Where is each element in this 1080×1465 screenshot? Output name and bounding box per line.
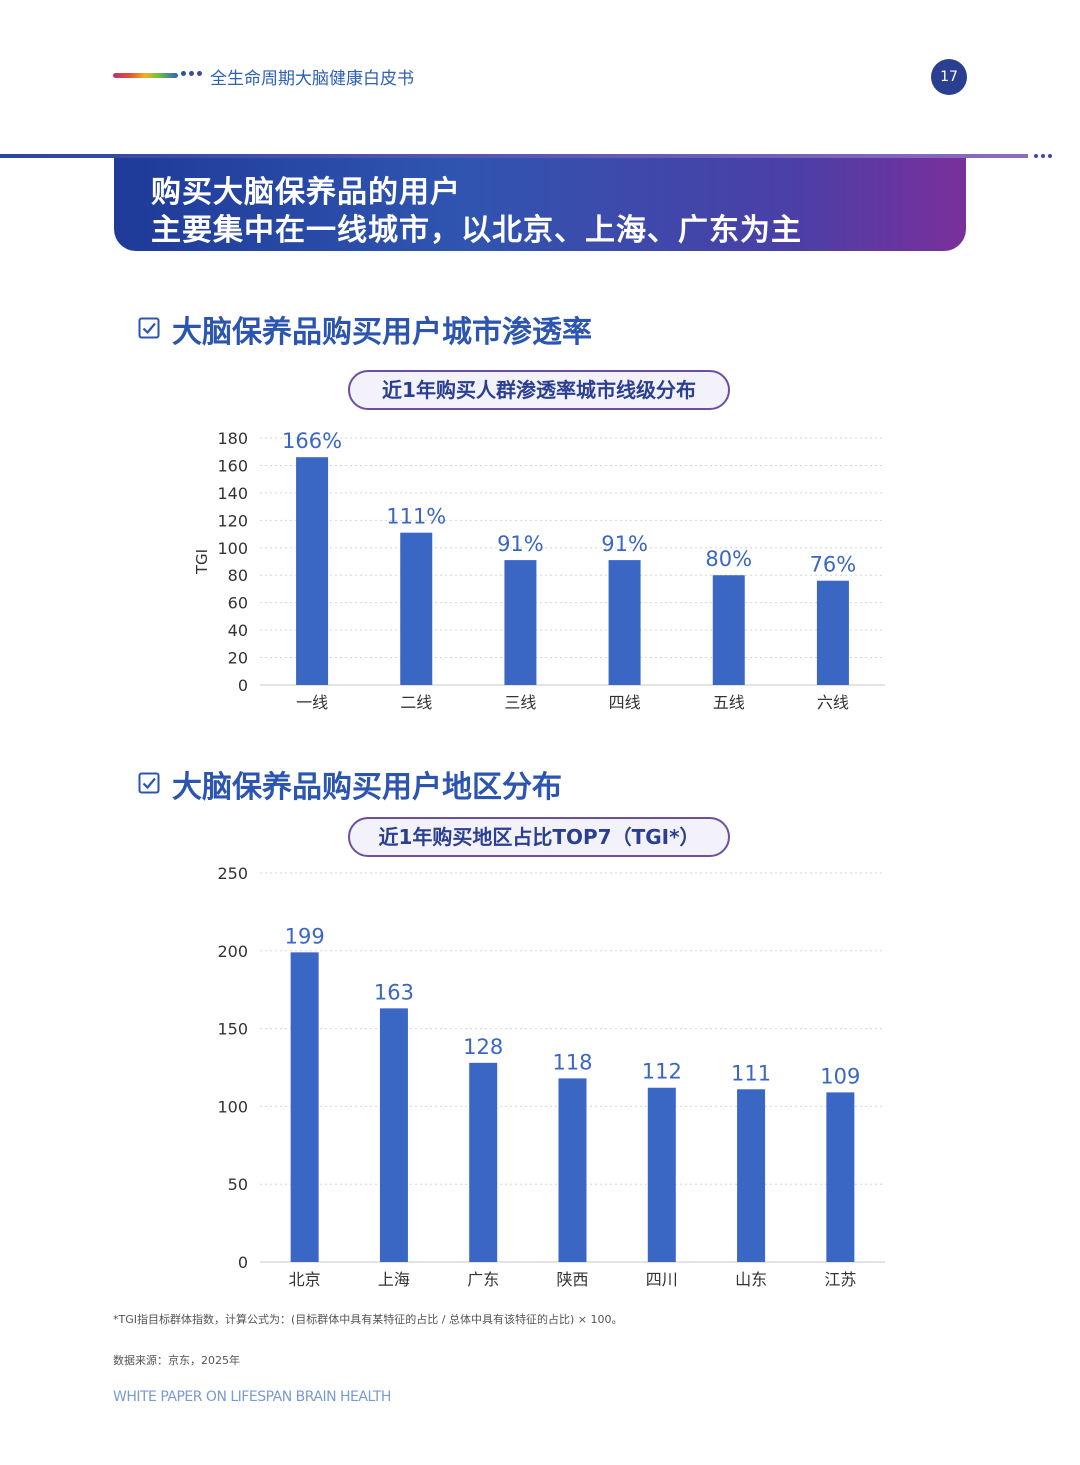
bar (816, 580, 849, 685)
data-label: 118 (552, 1050, 592, 1074)
bar (296, 457, 329, 685)
header-dots (181, 71, 202, 76)
y-tick-label: 150 (217, 1020, 248, 1039)
x-category-label: 四线 (609, 693, 641, 712)
section-2-title: 大脑保养品购买用户地区分布 (172, 770, 562, 805)
data-label: 199 (285, 924, 325, 948)
data-label: 111 (731, 1061, 771, 1085)
header-accent-bar (113, 73, 178, 78)
page-number-badge: 17 (931, 59, 967, 95)
data-label: 163 (374, 980, 414, 1004)
bar (504, 560, 537, 685)
chart-2-title-pill: 近1年购买地区占比TOP7（TGI*） (348, 817, 730, 857)
x-category-label: 陕西 (556, 1270, 588, 1289)
data-label: 91% (497, 532, 544, 556)
bar (608, 560, 641, 685)
y-tick-label: 0 (238, 1253, 248, 1272)
bar (469, 1062, 498, 1262)
header-title: 全生命周期大脑健康白皮书 (210, 69, 414, 89)
bar (712, 575, 745, 685)
data-label: 128 (463, 1035, 503, 1059)
chart-1-city-tier-tgi: 0 20 40 60 80 100 120 140 160 180 TGI 166% 一线 111% 二线 9… (193, 429, 885, 712)
y-tick-label: 200 (217, 942, 248, 961)
x-category-label: 上海 (378, 1270, 410, 1289)
y-tick-label: 60 (228, 594, 248, 613)
headline-line-1: 购买大脑保养品的用户 (151, 175, 461, 210)
data-label: 80% (705, 547, 752, 571)
bar (290, 952, 319, 1262)
data-label: 112 (642, 1060, 682, 1084)
bar (647, 1087, 676, 1262)
checkbox-icon (138, 317, 160, 339)
data-label: 76% (810, 553, 857, 577)
x-category-label: 一线 (296, 693, 328, 712)
x-category-label: 北京 (289, 1270, 321, 1289)
headline-banner (114, 158, 966, 251)
y-axis-label: TGI (193, 549, 211, 575)
y-tick-label: 0 (238, 676, 248, 695)
y-tick-label: 140 (217, 484, 248, 503)
y-tick-label: 80 (228, 566, 248, 585)
y-tick-label: 20 (228, 649, 248, 668)
y-tick-label: 100 (217, 1097, 248, 1116)
x-category-label: 广东 (467, 1270, 499, 1289)
chart-1-title-pill: 近1年购买人群渗透率城市线级分布 (348, 370, 730, 410)
chart-2-region-tgi: 0 50 100 150 200 250 199 北京 163 上海 128 广东 118 陕西 112 四川… (217, 864, 885, 1289)
x-category-label: 五线 (713, 693, 745, 712)
x-category-label: 三线 (504, 693, 536, 712)
banner-top-line (0, 154, 1028, 158)
x-category-label: 四川 (646, 1270, 678, 1289)
bar (826, 1092, 855, 1262)
section-1-title: 大脑保养品购买用户城市渗透率 (172, 315, 592, 350)
x-category-label: 江苏 (824, 1270, 856, 1289)
data-label: 109 (820, 1064, 860, 1088)
y-tick-label: 250 (217, 864, 248, 883)
data-label: 111% (386, 505, 446, 529)
data-label: 166% (282, 429, 342, 453)
x-category-label: 六线 (817, 693, 849, 712)
y-tick-label: 160 (217, 456, 248, 475)
x-category-label: 二线 (400, 693, 432, 712)
bar (558, 1078, 587, 1262)
y-tick-label: 40 (228, 621, 248, 640)
english-footer-title: WHITE PAPER ON LIFESPAN BRAIN HEALTH (113, 1389, 391, 1405)
y-tick-label: 100 (217, 539, 248, 558)
checkbox-icon (138, 772, 160, 794)
bar (737, 1089, 766, 1262)
data-label: 91% (601, 532, 648, 556)
x-category-label: 山东 (735, 1270, 767, 1289)
y-tick-label: 180 (217, 429, 248, 448)
tgi-footnote: *TGI指目标群体指数，计算公式为：(目标群体中具有某特征的占比 / 总体中具有… (113, 1313, 623, 1326)
y-tick-label: 120 (217, 511, 248, 530)
headline-line-2: 主要集中在一线城市，以北京、上海、广东为主 (151, 213, 802, 248)
bar (379, 1008, 408, 1262)
data-source: 数据来源：京东，2025年 (113, 1354, 240, 1367)
banner-dots (1034, 154, 1052, 158)
bar (400, 532, 433, 685)
y-tick-label: 50 (228, 1175, 248, 1194)
